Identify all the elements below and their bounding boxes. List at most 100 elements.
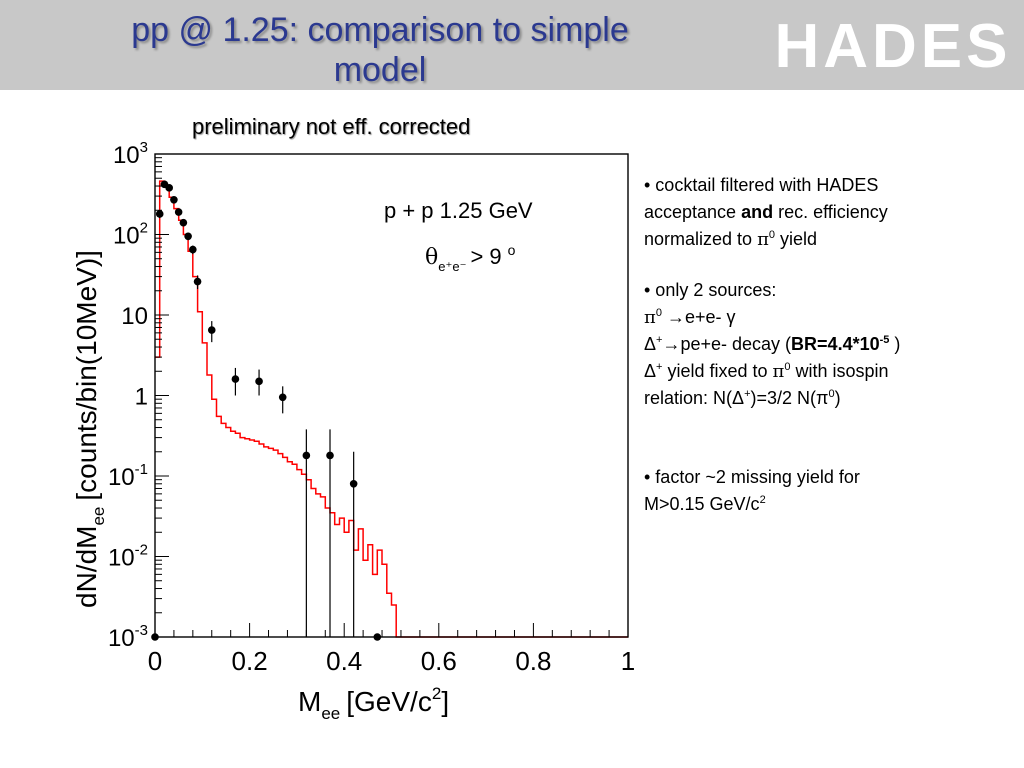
- x-tick-label: 0.4: [326, 646, 362, 676]
- note-text: )=3/2 N(π: [750, 388, 829, 408]
- note-text: M>0.15 GeV/c: [644, 494, 760, 514]
- note-text: yield fixed to: [662, 361, 773, 381]
- y-tick-base: 10: [108, 545, 135, 572]
- y-tick-exponent: -1: [135, 461, 148, 478]
- simulation-histogram-group: [155, 180, 628, 638]
- x-ticks-group: 0 0.2 0.4 0.6 0.8 1: [148, 623, 635, 676]
- data-point: [170, 195, 178, 204]
- note-text: yield: [775, 229, 818, 249]
- y-axis-label-main: dN/dM: [71, 526, 102, 608]
- note-text: normalized to: [644, 229, 758, 249]
- note-sup: 0: [784, 361, 791, 373]
- delta-symbol: Δ: [644, 361, 657, 381]
- note-text: →pe+e- decay (: [662, 334, 792, 354]
- pi-symbol: π: [644, 307, 656, 328]
- angle-cut-symbol: θ: [425, 245, 438, 270]
- note-sources-3: Δ+→pe+e- decay (BR=4.4*10-5 ): [644, 331, 974, 358]
- angle-cut-subscript: e⁺e⁻: [438, 259, 466, 274]
- data-point: [189, 245, 197, 254]
- note-sup: 0: [768, 229, 776, 241]
- data-point: [231, 375, 240, 383]
- note-sup: -5: [879, 334, 890, 346]
- x-axis-label-close: ]: [441, 686, 449, 717]
- y-tick-base: 1: [135, 384, 148, 411]
- note-text: with isospin: [790, 361, 889, 381]
- y-tick-exponent: 2: [140, 220, 148, 237]
- y-tick-base: 10: [113, 223, 140, 250]
- note-text: ): [889, 334, 901, 354]
- y-tick-exponent: 3: [140, 140, 148, 156]
- data-point: [302, 451, 311, 460]
- pi-symbol: π: [772, 361, 785, 382]
- data-points-group: [151, 180, 382, 641]
- chart-subtitle: preliminary not eff. corrected: [192, 114, 471, 139]
- angle-cut-relation: > 9: [470, 244, 501, 269]
- y-tick-label: 10-3: [108, 622, 148, 652]
- y-axis-label: dN/dMee [counts/bin(10MeV)]: [71, 250, 108, 608]
- x-tick-label: 0.6: [421, 646, 457, 676]
- simulation-histogram-line: [155, 180, 628, 638]
- hades-logo: HADES: [762, 14, 1024, 80]
- x-tick-label: 1: [621, 646, 635, 676]
- y-tick-base: 10: [108, 464, 135, 491]
- pi-symbol: π: [757, 229, 769, 250]
- angle-cut-label: θe⁺e⁻ > 9 o: [425, 242, 516, 274]
- note-sources-5: relation: N(Δ+)=3/2 N(π0): [644, 385, 974, 412]
- y-tick-label: 103: [113, 140, 148, 169]
- y-tick-label: 10: [121, 303, 148, 330]
- note-bold: and: [741, 202, 774, 222]
- note-sources-1: • only 2 sources:: [644, 280, 777, 300]
- note-sup: +: [656, 361, 663, 373]
- note-text: acceptance: [644, 202, 742, 222]
- x-axis-label-rest: [GeV/c: [346, 686, 432, 717]
- note-cocktail-2: acceptance and rec. efficiency: [644, 199, 974, 226]
- inset-label: p + p 1.25 GeV: [384, 198, 533, 223]
- slide-title-line1: pp @ 1.25: comparison to simple: [131, 11, 629, 49]
- y-tick-label: 10-1: [108, 461, 148, 491]
- data-point: [278, 393, 287, 402]
- note-sources-4: Δ+ yield fixed to π0 with isospin: [644, 358, 974, 385]
- x-axis-label-sup: 2: [432, 684, 441, 703]
- note-sup: +: [656, 334, 663, 346]
- y-tick-base: 10: [113, 142, 140, 169]
- note-sup: 0: [655, 307, 662, 319]
- note-text: rec. efficiency: [773, 202, 888, 222]
- note-sources-2: π0 →e+e- γ: [644, 304, 974, 331]
- y-tick-base: 10: [108, 625, 135, 652]
- data-point: [155, 210, 164, 218]
- x-tick-label: 0.2: [232, 646, 268, 676]
- note-text: ): [834, 388, 841, 408]
- y-axis-label-rest: [counts/bin(10MeV)]: [71, 250, 102, 501]
- y-tick-exponent: -3: [135, 622, 148, 639]
- note-text: →e+e- γ: [661, 307, 736, 327]
- data-point: [165, 184, 173, 192]
- y-tick-label: 10-2: [108, 542, 148, 572]
- data-point: [174, 208, 183, 216]
- note-sup: 0: [828, 388, 835, 400]
- note-text: relation: N(Δ: [644, 388, 745, 408]
- y-tick-label: 102: [113, 220, 148, 250]
- x-axis-label-sub: ee: [321, 704, 340, 720]
- hades-logo-text: HADES: [774, 12, 1012, 81]
- note-missing-1: • factor ~2 missing yield for: [644, 467, 860, 487]
- note-sup: +: [744, 388, 751, 400]
- notes-panel: • cocktail filtered with HADES acceptanc…: [644, 172, 974, 518]
- x-axis-label: Mee [GeV/c2]: [298, 684, 449, 720]
- data-point: [207, 326, 216, 334]
- data-point: [184, 232, 192, 241]
- note-cocktail-1: • cocktail filtered with HADES: [644, 175, 879, 195]
- x-axis-label-main: M: [298, 686, 321, 717]
- delta-symbol: Δ: [644, 334, 657, 354]
- note-sup: 2: [759, 494, 766, 506]
- x-tick-label: 0: [148, 646, 162, 676]
- slide-title: pp @ 1.25: comparison to simple model: [0, 10, 760, 90]
- angle-cut-unit: o: [508, 242, 516, 258]
- plot-frame: [154, 153, 629, 638]
- data-point: [179, 218, 188, 227]
- data-point: [193, 277, 202, 286]
- data-point: [326, 451, 334, 460]
- data-point: [349, 480, 358, 488]
- note-bold: BR=4.4*10: [791, 334, 880, 354]
